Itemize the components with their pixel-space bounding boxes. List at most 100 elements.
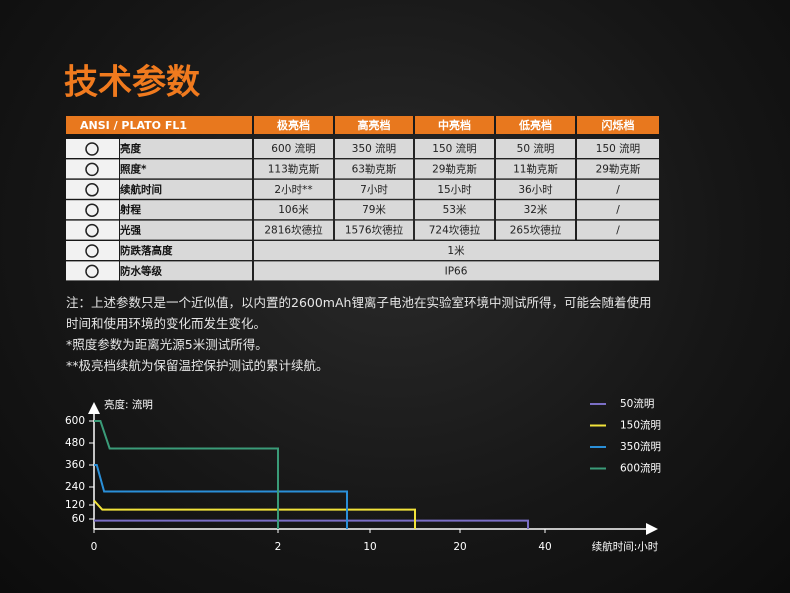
- value-text: 150 流明: [596, 142, 640, 155]
- value-text: 2816坎德拉: [264, 224, 323, 237]
- value-text: /: [616, 225, 620, 237]
- value-cell: [254, 261, 659, 281]
- value-cell: [577, 179, 659, 199]
- y-tick-label: 600: [65, 415, 85, 427]
- page-title: 技术参数: [64, 63, 200, 103]
- header-cell: 低亮档: [518, 118, 552, 132]
- value-cell: [577, 200, 659, 220]
- legend-label: 150流明: [620, 419, 661, 432]
- value-cell: [496, 159, 575, 179]
- note: **极亮档续航为保留温控保护测试的累计续航。: [66, 358, 329, 373]
- icon-cell: [66, 159, 119, 179]
- x-tick-label: 40: [538, 541, 551, 553]
- icon-cell: [66, 139, 119, 158]
- icon-cell: [66, 179, 119, 199]
- label-cell: [120, 139, 252, 158]
- value-text: 15小时: [437, 184, 472, 196]
- legend-label: 50流明: [620, 397, 654, 410]
- y-tick-label: 360: [65, 459, 85, 471]
- value-cell: [415, 200, 494, 220]
- row-label: 防水等级: [120, 264, 162, 277]
- value-text: 7小时: [360, 184, 388, 196]
- value-cell: [254, 241, 659, 260]
- x-tick-label: 20: [453, 541, 466, 553]
- value-text: 63勒克斯: [352, 162, 397, 175]
- legend-label: 350流明: [620, 440, 661, 453]
- icon-cell: [66, 220, 119, 240]
- series-line: [93, 499, 416, 529]
- value-cell: [415, 179, 494, 199]
- x-axis-label: 续航时间:小时: [592, 540, 659, 553]
- value-text: 1576坎德拉: [345, 224, 404, 237]
- value-text: IP66: [445, 265, 468, 277]
- series-line: [94, 519, 529, 529]
- y-axis-label: 亮度: 流明: [104, 398, 153, 411]
- value-text: 350 流明: [352, 142, 396, 155]
- value-cell: [335, 159, 413, 179]
- legend-label: 600流明: [620, 462, 661, 475]
- label-cell: [120, 159, 252, 179]
- y-tick-label: 240: [65, 481, 85, 493]
- value-cell: [254, 200, 333, 220]
- note: 注：上述参数只是一个近似值，以内置的2600mAh锂离子电池在实验室环境中测试所…: [66, 295, 652, 331]
- header-cell: 中亮档: [438, 118, 471, 132]
- value-cell: [415, 139, 494, 158]
- row-icon: [85, 162, 99, 177]
- value-text: 53米: [443, 203, 467, 216]
- row-label: 亮度: [120, 142, 141, 155]
- header-cell: 极亮档: [277, 118, 310, 132]
- row-icon: [85, 203, 99, 217]
- icon-cell: [66, 200, 119, 220]
- value-text: 106米: [278, 203, 309, 216]
- notes: 注：上述参数只是一个近似值，以内置的2600mAh锂离子电池在实验室环境中测试所…: [66, 292, 662, 376]
- value-text: 724坎德拉: [429, 224, 481, 237]
- y-tick-label: 480: [65, 437, 85, 449]
- value-text: 150 流明: [432, 142, 476, 155]
- value-text: 29勒克斯: [432, 162, 477, 175]
- icon-cell: [66, 241, 119, 260]
- note: *照度参数为距离光源5米测试所得。: [66, 337, 268, 352]
- row-label: 射程: [119, 203, 141, 216]
- value-cell: [496, 139, 575, 158]
- row-icon: [85, 264, 99, 279]
- x-axis-arrow: [646, 523, 658, 535]
- value-text: 50 流明: [517, 142, 555, 155]
- value-cell: [496, 220, 575, 240]
- value-text: 600 流明: [271, 142, 315, 155]
- y-axis-arrow: [88, 402, 100, 414]
- row-label: 光强: [119, 224, 141, 237]
- value-cell: [335, 179, 413, 199]
- label-cell: [120, 200, 252, 220]
- x-tick-label: 2: [275, 541, 282, 553]
- value-cell: [254, 159, 333, 179]
- value-cell: [577, 159, 659, 179]
- value-cell: [254, 139, 333, 158]
- value-cell: [577, 220, 659, 240]
- value-cell: [254, 179, 333, 199]
- series-line: [94, 420, 279, 529]
- value-cell: [335, 139, 413, 158]
- value-text: 36小时: [518, 184, 553, 196]
- row-icon: [85, 223, 99, 238]
- value-cell: [496, 200, 575, 220]
- value-text: 11勒克斯: [513, 162, 558, 175]
- label-cell: [120, 220, 252, 240]
- value-text: 265坎德拉: [510, 224, 562, 237]
- row-label: 续航时间: [120, 183, 162, 196]
- series-line: [94, 464, 348, 529]
- row-label: 照度*: [120, 162, 147, 175]
- label-cell: [120, 241, 252, 260]
- value-cell: [415, 220, 494, 240]
- label-cell: [120, 179, 252, 199]
- value-text: /: [616, 184, 620, 196]
- icon-cell: [66, 261, 119, 281]
- value-text: 2小时**: [274, 184, 312, 196]
- value-text: 1米: [447, 244, 465, 257]
- value-text: 113勒克斯: [268, 162, 320, 175]
- table-header-bg: [66, 116, 659, 134]
- row-icon: [85, 142, 99, 156]
- value-text: 32米: [524, 203, 548, 216]
- value-cell: [577, 139, 659, 158]
- value-cell: [254, 220, 333, 240]
